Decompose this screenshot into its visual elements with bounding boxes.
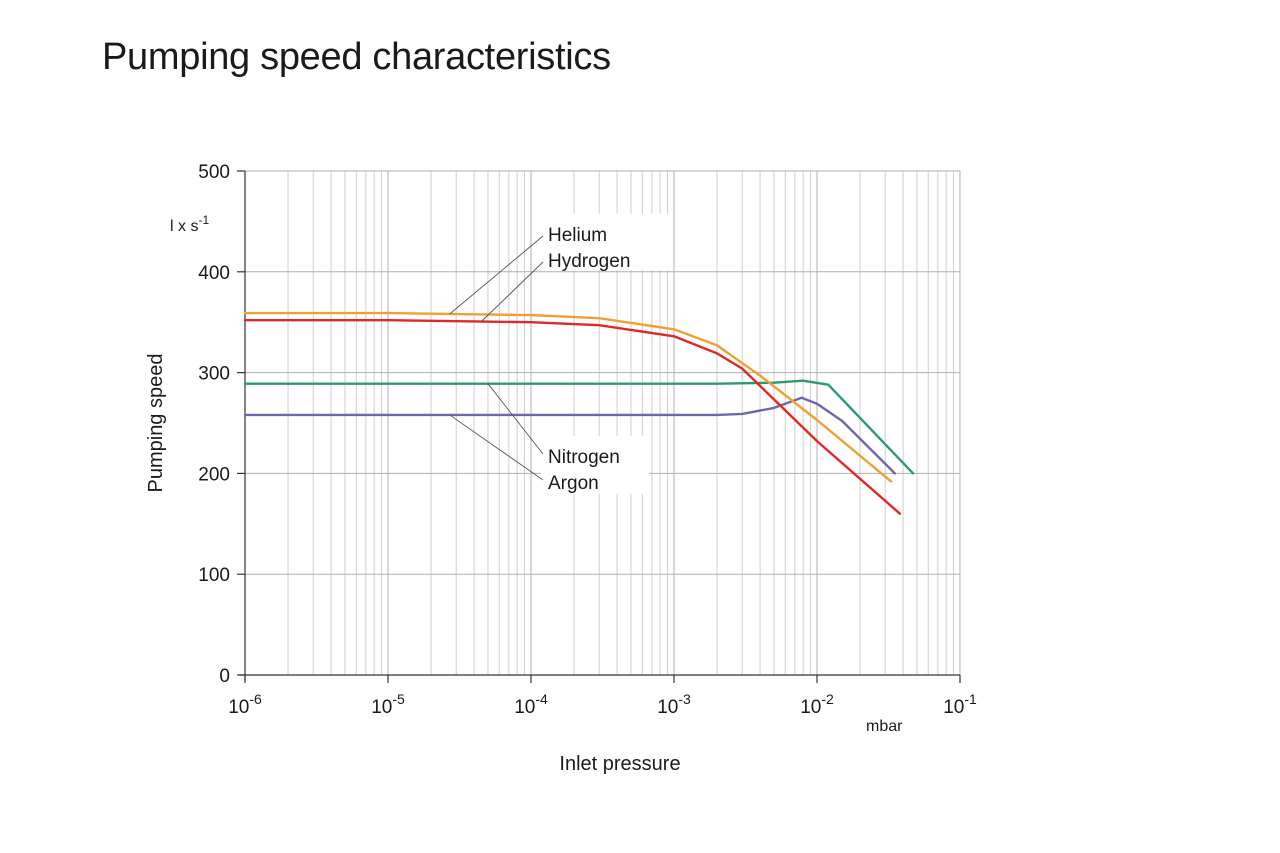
y-unit-label: l x s-1 [170, 213, 209, 235]
leader-line-argon [449, 414, 544, 481]
y-tick-label: 400 [198, 263, 230, 284]
x-tick-label: 10-2 [800, 691, 834, 718]
x-tick-label: 10-6 [228, 691, 262, 718]
series-line-helium [243, 311, 893, 483]
series-line-nitrogen [243, 379, 915, 475]
leader-line-nitrogen [487, 383, 544, 455]
x-tick-label: 10-4 [514, 691, 548, 718]
chart-labels: Helium Hydrogen Nitrogen Argon [449, 214, 669, 494]
chart-grid [244, 170, 961, 676]
leader-line-helium [449, 235, 544, 315]
series-label-nitrogen: Nitrogen [548, 447, 620, 468]
x-unit-label: mbar [866, 718, 903, 735]
y-tick-label: 500 [198, 162, 230, 183]
y-tick-label: 300 [198, 364, 230, 385]
label-backdrop [541, 214, 669, 270]
page-title: Pumping speed characteristics [102, 36, 611, 78]
label-backdrop [541, 436, 649, 494]
chart-series [243, 311, 915, 515]
x-tick-label: 10-1 [943, 691, 977, 718]
series-label-helium: Helium [548, 225, 607, 246]
y-tick-label: 100 [198, 565, 230, 586]
y-axis-title: Pumping speed [145, 354, 167, 493]
y-tick-label: 0 [219, 666, 230, 687]
chart-axes: 0 100 200 300 400 500 10-6 10-5 10-4 10-3 10-2 10-1… [145, 162, 977, 775]
series-label-argon: Argon [548, 473, 599, 494]
leader-line-hydrogen [481, 261, 544, 322]
x-tick-label: 10-5 [371, 691, 405, 718]
y-tick-label: 200 [198, 464, 230, 485]
series-line-argon [243, 396, 896, 475]
series-label-hydrogen: Hydrogen [548, 251, 630, 272]
x-axis-title: Inlet pressure [559, 753, 680, 775]
x-tick-label: 10-3 [657, 691, 691, 718]
series-line-hydrogen [243, 319, 902, 515]
